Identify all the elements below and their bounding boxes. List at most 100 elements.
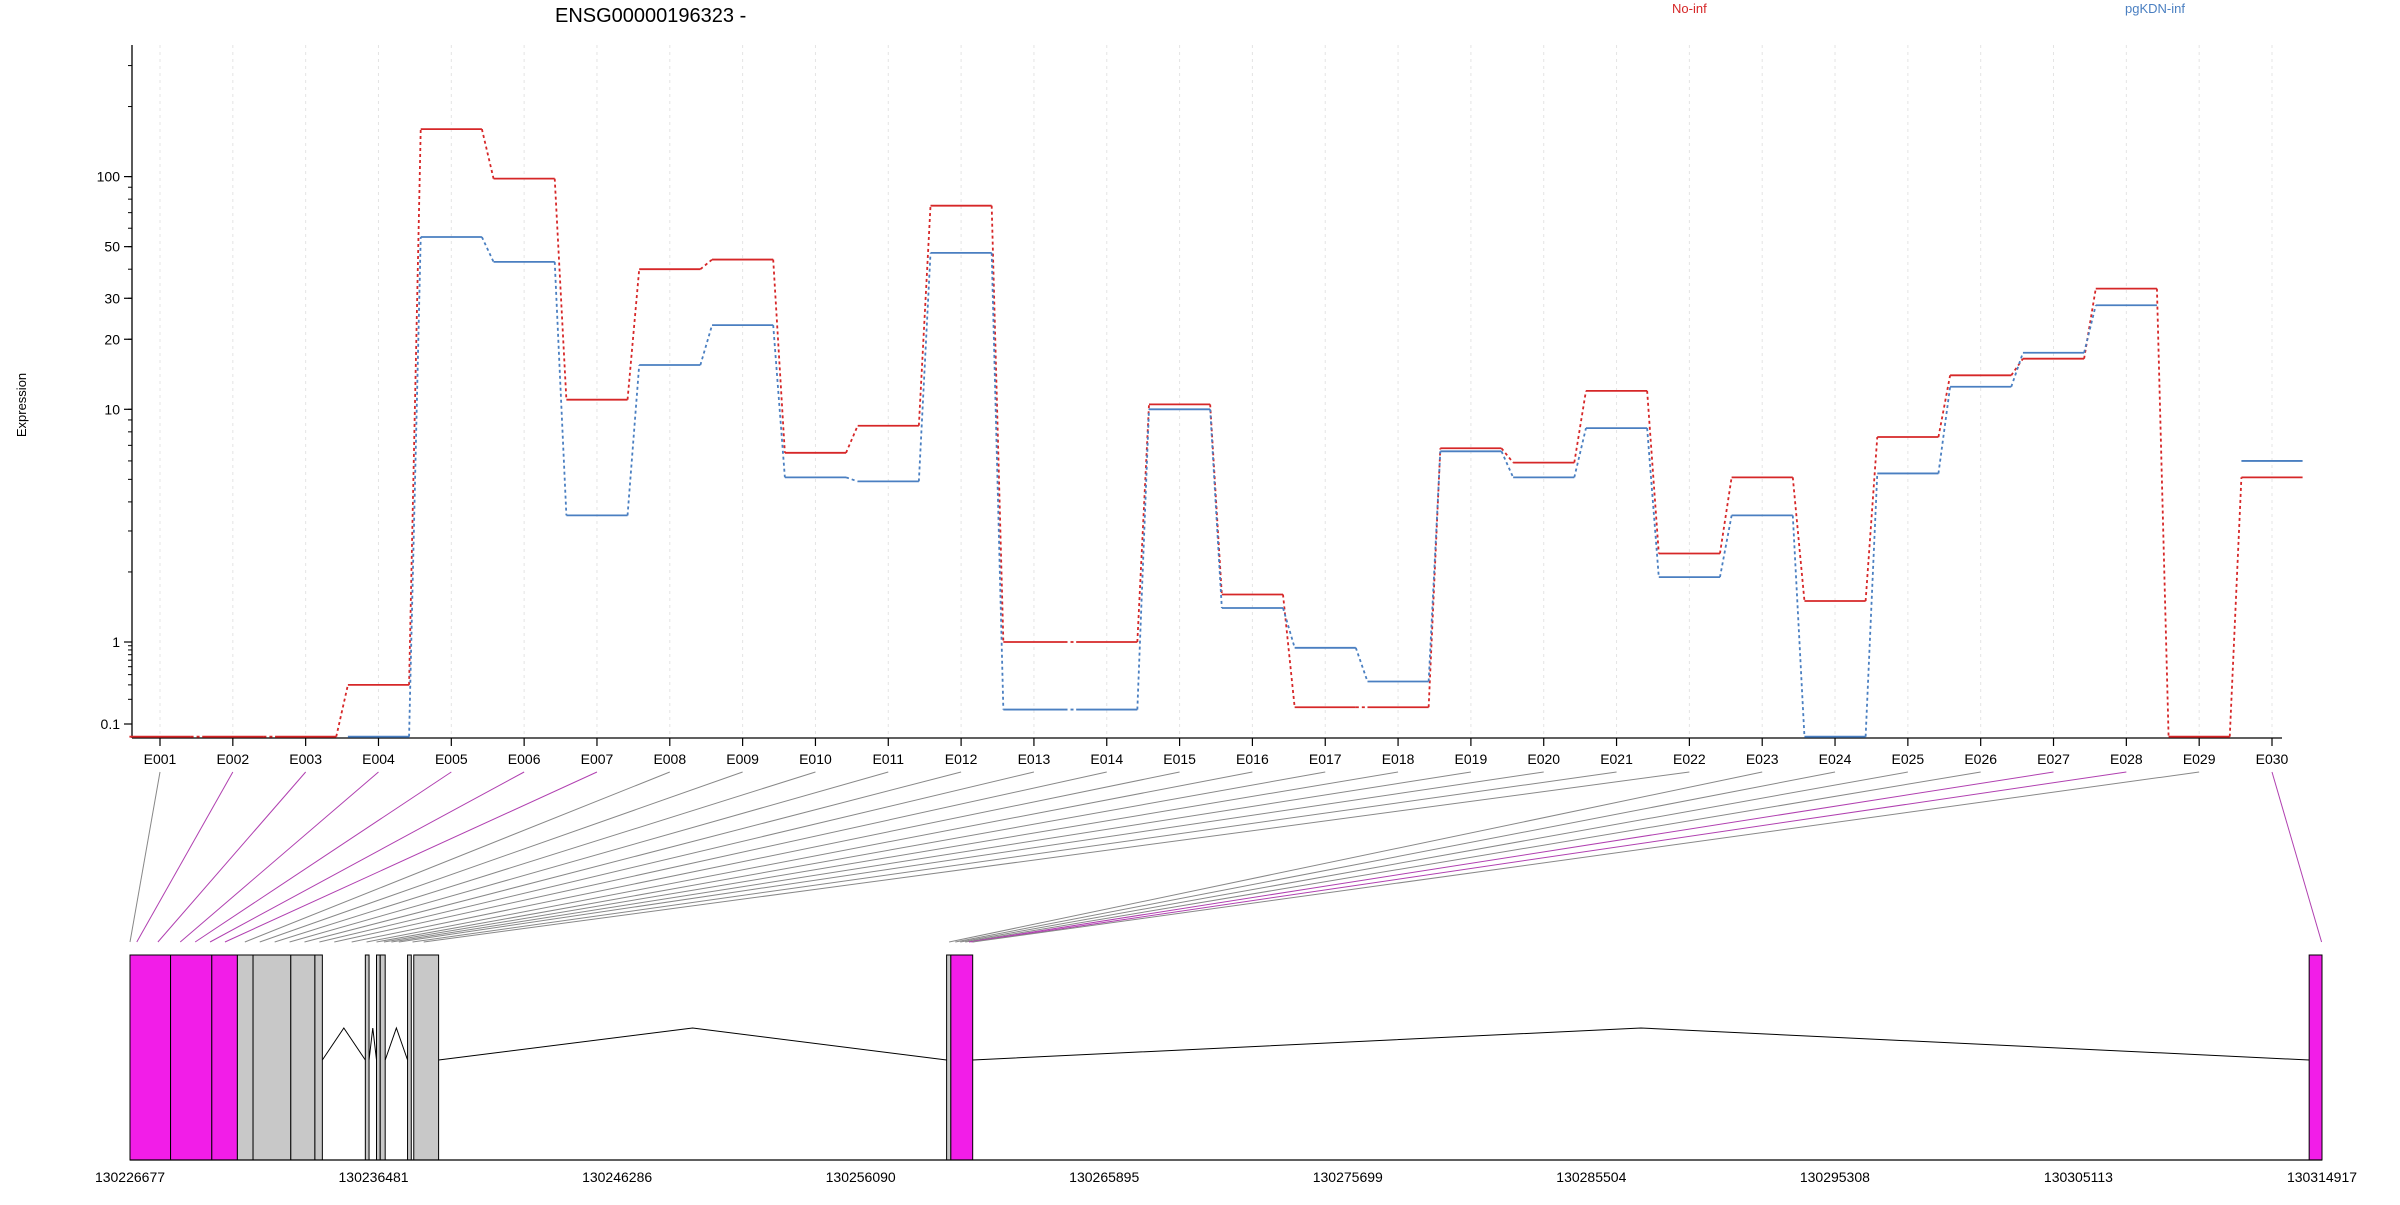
- series-no-inf: [129, 128, 2303, 738]
- x-tick-label-e022: E022: [1673, 751, 1706, 767]
- y-tick-label-30: 30: [104, 290, 120, 306]
- series-1-transition: [1500, 450, 1514, 478]
- connector-e006: [209, 771, 525, 943]
- y-tick-label-50: 50: [104, 239, 120, 255]
- connector-e029: [972, 771, 2200, 943]
- connector-e027: [968, 771, 2054, 943]
- series-0-transition: [2083, 288, 2097, 359]
- y-tick-label-1: 1: [112, 634, 120, 650]
- genome-tick-label-4: 130265895: [1069, 1169, 1139, 1185]
- series-0-transition: [1646, 390, 1660, 554]
- exon-block-13: [946, 954, 952, 1161]
- connector-e016: [366, 771, 1253, 943]
- intron-5: [438, 1027, 947, 1061]
- exon-block-5: [252, 954, 292, 1161]
- series-1-transition: [1864, 473, 1879, 737]
- genome-tick-label-3: 130256090: [826, 1169, 896, 1185]
- intron-7: [972, 1027, 2310, 1061]
- series-1-transition: [626, 364, 641, 516]
- legend-entry-pgkdn-inf: pgKDN-inf: [2125, 1, 2185, 16]
- connector-e020: [398, 771, 1544, 943]
- exon-block-14: [950, 954, 974, 1161]
- series-0-transition: [553, 178, 568, 400]
- series-1-transition: [699, 324, 713, 366]
- connector-e022: [423, 771, 1690, 943]
- series-1-transition: [1791, 515, 1806, 737]
- connector-e002: [136, 771, 234, 943]
- connector-e017: [376, 771, 1326, 943]
- x-axis: E001 E002 E003 E004 E005 E006 E007 E008 E009 E010…: [132, 737, 2289, 767]
- y-tick-label-100: 100: [97, 169, 121, 185]
- series-1-transition: [2083, 305, 2097, 353]
- x-tick-label-e021: E021: [1600, 751, 1633, 767]
- connector-e025: [960, 771, 1908, 943]
- connector-e024: [955, 771, 1836, 943]
- exon-block-2: [170, 954, 213, 1161]
- series-pgkdn-inf: [347, 236, 2303, 738]
- exon-block-8: [364, 954, 370, 1161]
- x-tick-label-e024: E024: [1819, 751, 1852, 767]
- x-tick-label-e025: E025: [1892, 751, 1925, 767]
- series-1-transition: [1282, 607, 1296, 649]
- series-1-transition: [1354, 647, 1369, 682]
- grid-lines: [159, 45, 2273, 738]
- series-1-transition: [845, 476, 858, 483]
- genome-axis: 130226677 130236481 130246286 130256090 1302…: [95, 1159, 2357, 1185]
- series-0-transition: [845, 425, 859, 454]
- x-tick-label-e012: E012: [945, 751, 978, 767]
- intron-2: [368, 1027, 377, 1061]
- genome-tick-label-2: 130246286: [582, 1169, 652, 1185]
- x-tick-label-e019: E019: [1455, 751, 1488, 767]
- connector-e021: [412, 771, 1617, 943]
- series-0-transition: [990, 205, 1005, 643]
- x-tick-label-e023: E023: [1746, 751, 1779, 767]
- series-0-transition: [1937, 375, 1951, 438]
- connector-e009: [259, 771, 743, 943]
- x-tick-label-e013: E013: [1018, 751, 1051, 767]
- exon-block-9: [376, 954, 381, 1161]
- chart-title: ENSG00000196323 -: [555, 5, 746, 27]
- series-0-transition: [626, 269, 641, 400]
- genome-tick-label-5: 130275699: [1313, 1169, 1383, 1185]
- x-tick-label-e003: E003: [289, 751, 322, 767]
- series-1-transition: [2010, 352, 2024, 388]
- connector-e007: [224, 771, 598, 943]
- series-1-transition: [481, 236, 495, 263]
- exon-block-4: [236, 954, 254, 1161]
- genome-tick-label-7: 130295308: [1800, 1169, 1870, 1185]
- exon-block-7: [314, 954, 323, 1161]
- series-0-transition: [1500, 447, 1514, 464]
- series-layer: [129, 128, 2303, 738]
- connector-e012: [304, 771, 962, 943]
- x-tick-label-e026: E026: [1964, 751, 1997, 767]
- x-tick-label-e008: E008: [653, 751, 686, 767]
- x-tick-label-e030: E030: [2256, 751, 2289, 767]
- x-tick-label-e005: E005: [435, 751, 468, 767]
- connector-e026: [965, 771, 1981, 943]
- connector-e030: [2271, 771, 2323, 943]
- x-tick-label-e028: E028: [2110, 751, 2143, 767]
- series-1-transition: [1937, 386, 1951, 474]
- exon-block-1: [129, 954, 172, 1161]
- series-0-transition: [699, 258, 713, 270]
- gene-model: [129, 954, 2323, 1161]
- y-tick-label-10: 10: [104, 401, 120, 417]
- series-1-transition: [1646, 428, 1660, 578]
- series-0-transition: [1427, 448, 1442, 708]
- exon-block-12: [413, 954, 440, 1161]
- connector-e013: [319, 771, 1035, 943]
- series-0-transition: [2228, 477, 2243, 737]
- series-0-transition: [917, 205, 932, 426]
- connector-e005: [194, 771, 452, 943]
- series-0-transition: [1136, 404, 1150, 643]
- x-tick-label-e004: E004: [362, 751, 395, 767]
- x-tick-label-e002: E002: [216, 751, 249, 767]
- exon-block-10: [379, 954, 386, 1161]
- connector-e010: [274, 771, 816, 943]
- x-tick-label-e017: E017: [1309, 751, 1342, 767]
- series-1-transition: [917, 252, 932, 482]
- x-tick-label-e020: E020: [1527, 751, 1560, 767]
- series-1-transition: [408, 236, 422, 737]
